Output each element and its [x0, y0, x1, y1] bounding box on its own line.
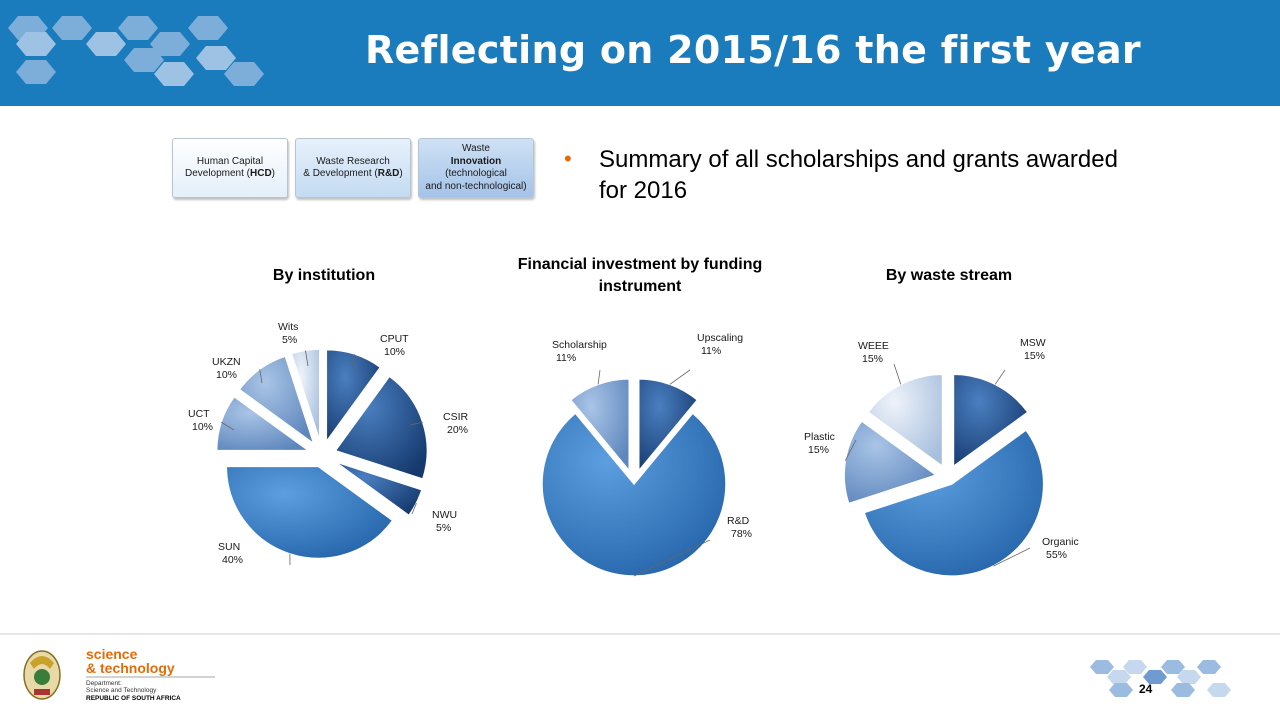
pillar-rnd-line2: & Development (R&D) — [296, 168, 410, 181]
pillar-innovation-bold: Innovation — [450, 155, 502, 167]
pillar-hcd-post: ) — [271, 168, 276, 179]
pillar-innovation-line1: Waste — [462, 143, 490, 154]
slice-label-value: 10% — [384, 346, 405, 358]
coat-of-arms-icon: science & technology Department: Science… — [23, 646, 215, 702]
decorative-hexagons — [8, 16, 264, 86]
slice-label-name: R&D — [727, 515, 750, 527]
slide-title: Reflecting on 2015/16 the first year — [365, 28, 1141, 72]
pie-slice-upscaling — [637, 378, 699, 473]
pillar-rnd: Waste Research & Development (R&D) — [295, 138, 411, 198]
footer-divider — [0, 633, 1280, 635]
header-bar: Reflecting on 2015/16 the first year — [0, 0, 1280, 106]
pillar-innovation-line2: Innovation — [419, 156, 533, 169]
dst-logo: science & technology Department: Science… — [20, 645, 220, 705]
leader-line — [633, 539, 711, 577]
pillar-hcd-line1: Human Capital — [196, 155, 264, 167]
dept-line3: REPUBLIC OF SOUTH AFRICA — [86, 695, 181, 702]
leader-line — [409, 421, 423, 426]
pie-slice-nwu — [334, 460, 423, 517]
logo-line1: science — [86, 646, 138, 662]
slice-label-value: 15% — [1024, 350, 1045, 362]
slice-label-name: Organic — [1042, 536, 1079, 548]
pie-slice-wits — [290, 348, 321, 442]
slice-label-name: Scholarship — [552, 339, 607, 351]
leader-line — [994, 369, 1006, 385]
dept-line1: Department: — [86, 680, 122, 687]
pillar-rnd-bold: R&D — [377, 168, 400, 179]
leader-line — [993, 547, 1031, 567]
pie-slice-msw — [952, 373, 1029, 468]
pillar-rnd-line1: Waste Research — [316, 155, 390, 167]
slice-label-name: Wits — [278, 321, 298, 333]
slice-label-name: Plastic — [804, 431, 835, 443]
pillar-innovation-line3: (technological — [445, 168, 507, 179]
pillar-hcd-pre: Development ( — [184, 168, 250, 179]
page-number: 24 — [1139, 682, 1153, 696]
slice-label-value: 78% — [731, 528, 752, 540]
slice-label-value: 55% — [1046, 549, 1067, 561]
slice-label-value: 10% — [192, 421, 213, 433]
slice-label-value: 5% — [436, 522, 451, 534]
slice-label-name: CSIR — [443, 411, 469, 423]
slice-label-value: 5% — [282, 334, 297, 346]
leader-line — [844, 439, 857, 461]
pillar-hcd: Human Capital Development (HCD) — [172, 138, 288, 198]
pillar-innovation-line4: and non-technological) — [425, 180, 527, 192]
chart-title-waste-stream: By waste stream — [885, 267, 1013, 284]
slice-label-name: WEEE — [858, 340, 889, 352]
slice-label-name: NWU — [432, 509, 457, 521]
logo-line2: & technology — [86, 660, 175, 676]
summary-bullet: Summary of all scholarships and grants a… — [599, 146, 1118, 204]
slice-label-name: UCT — [188, 408, 210, 420]
chart-title-institution: By institution — [272, 267, 376, 284]
slice-label-name: CPUT — [380, 333, 409, 345]
slice-label-value: 40% — [222, 554, 243, 566]
leader-line — [259, 369, 263, 384]
leader-line — [893, 363, 902, 385]
pillar-innovation: Waste Innovation (technological and non-… — [418, 138, 534, 198]
pillar-hcd-line2: Development (HCD) — [173, 168, 287, 181]
pillar-rnd-post: ) — [399, 168, 403, 179]
slice-label-value: 20% — [447, 424, 468, 436]
slice-label-value: 15% — [808, 444, 829, 456]
pie-slice-organic — [863, 429, 1045, 577]
pie-slice-sun — [225, 465, 394, 560]
pillar-hcd-bold: HCD — [250, 168, 272, 179]
leader-line — [669, 369, 691, 385]
footer-hexagons — [1090, 660, 1231, 697]
leader-line — [220, 421, 235, 431]
pie-slice-r-d — [541, 412, 727, 577]
slice-label-name: UKZN — [212, 356, 241, 368]
slice-label-value: 10% — [216, 369, 237, 381]
slice-label-value: 11% — [556, 352, 576, 364]
slice-label-value: 11% — [701, 345, 721, 357]
pie-0: CPUT10%CSIR20%NWU5%SUN40%UCT10%UKZN10%Wi… — [188, 321, 469, 566]
pillar-rnd-pre: & Development ( — [303, 168, 378, 179]
leader-line — [351, 354, 356, 371]
bullet-icon: • — [564, 146, 572, 171]
slice-label-name: SUN — [218, 541, 240, 553]
pie-slice-weee — [867, 373, 944, 468]
leader-line — [411, 502, 417, 515]
leader-line — [597, 369, 601, 385]
chart-title-funding: Financial investment by funding instrume… — [517, 256, 763, 295]
slice-label-name: MSW — [1020, 337, 1046, 349]
slice-label-value: 15% — [862, 353, 883, 365]
dept-line2: Science and Technology — [86, 687, 157, 694]
leader-line — [305, 350, 309, 367]
slice-label-name: Upscaling — [697, 332, 743, 344]
